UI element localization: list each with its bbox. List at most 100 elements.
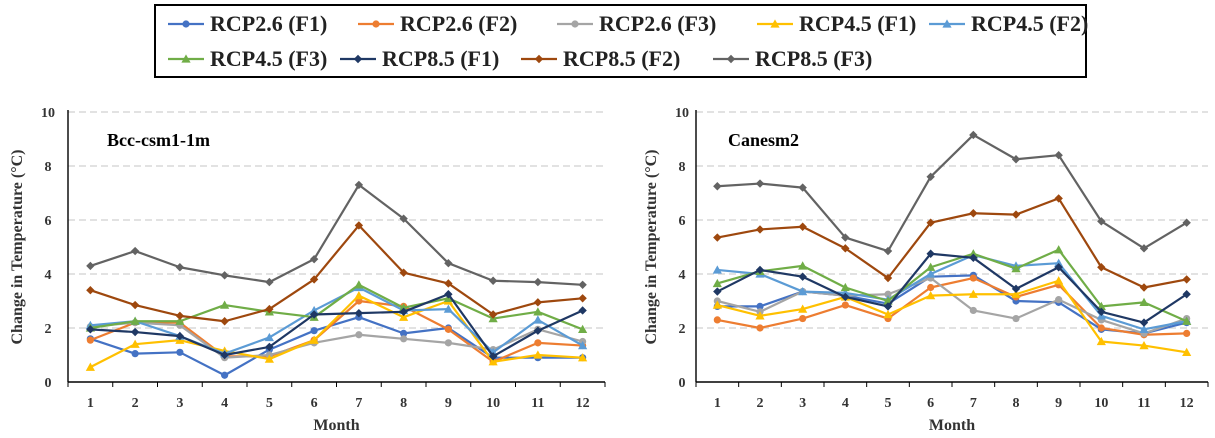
x-tick-label: 10 <box>1094 396 1108 411</box>
x-axis-label: Month <box>313 417 359 434</box>
x-tick-label: 11 <box>531 396 544 411</box>
legend-item: RCP8.5 (F3) <box>711 46 872 72</box>
data-point <box>221 371 229 379</box>
data-point <box>712 265 722 274</box>
y-tick-label: 0 <box>45 376 52 391</box>
data-point <box>1097 217 1106 226</box>
data-point <box>175 311 185 321</box>
x-tick-label: 3 <box>176 396 183 411</box>
data-point <box>969 274 977 282</box>
data-point <box>798 286 808 296</box>
data-point <box>175 316 185 325</box>
y-tick-label: 10 <box>675 106 689 121</box>
data-point <box>578 280 587 289</box>
data-point <box>969 306 977 315</box>
data-point <box>309 305 319 315</box>
legend: RCP2.6 (F1) RCP2.6 (F2) RCP2.6 (F3) RCP4.5 … <box>154 4 1089 78</box>
data-point <box>883 302 893 311</box>
data-point <box>578 294 587 303</box>
data-point <box>399 268 408 277</box>
data-point <box>220 300 230 309</box>
data-point <box>713 182 722 191</box>
x-tick-label: 10 <box>486 396 500 411</box>
series-rcp8-5-f3 <box>713 130 1191 256</box>
y-tick-label: 2 <box>679 322 686 337</box>
legend-label: RCP4.5 (F3) <box>210 46 328 71</box>
legend-item: RCP4.5 (F3) <box>166 46 327 72</box>
legend-item: RCP8.5 (F2) <box>519 46 680 72</box>
data-point <box>755 179 765 188</box>
data-point <box>884 290 892 298</box>
data-point <box>444 339 452 347</box>
y-axis-label: Change in Temperature (°C) <box>643 150 660 345</box>
data-point <box>798 304 808 313</box>
data-point <box>130 246 140 256</box>
data-point <box>176 348 184 356</box>
x-tick-label: 8 <box>400 396 407 411</box>
legend-label: RCP4.5 (F2) <box>971 11 1089 36</box>
data-point <box>309 275 319 284</box>
chart-title: Canesm2 <box>728 130 799 150</box>
series-line <box>90 293 584 358</box>
legend-swatch <box>557 20 593 28</box>
data-point <box>1011 155 1021 164</box>
data-point <box>1097 307 1106 316</box>
legend-swatch <box>358 20 394 28</box>
series-rcp4-5-f1 <box>85 291 588 371</box>
series-line <box>90 224 583 323</box>
x-tick-label: 9 <box>1055 396 1062 411</box>
data-point <box>840 282 850 292</box>
series-rcp8-5-f1 <box>86 290 587 361</box>
data-point <box>968 249 978 258</box>
data-point <box>488 357 498 366</box>
data-point <box>883 273 893 283</box>
legend-swatch <box>929 19 965 28</box>
data-point <box>1012 314 1020 323</box>
data-point <box>799 314 807 323</box>
data-point <box>399 312 409 321</box>
y-tick-label: 8 <box>679 160 686 175</box>
x-tick-label: 12 <box>576 396 590 411</box>
legend-item: RCP2.6 (F3) <box>555 11 716 37</box>
series-rcp8-5-f3 <box>86 180 587 289</box>
x-tick-label: 6 <box>311 396 318 411</box>
data-point <box>309 254 319 264</box>
series-rcp8-5-f2 <box>713 194 1191 292</box>
data-point <box>265 342 274 352</box>
data-point <box>1096 336 1106 346</box>
x-tick-label: 1 <box>87 396 94 411</box>
data-point <box>1139 297 1149 307</box>
legend-marker <box>942 19 952 28</box>
data-point <box>1011 264 1021 273</box>
legend-label: RCP8.5 (F3) <box>755 46 873 71</box>
data-point <box>712 300 722 309</box>
data-point <box>713 316 721 324</box>
legend-swatch <box>340 54 376 64</box>
data-point <box>1139 340 1149 350</box>
data-point <box>927 283 935 292</box>
y-tick-label: 4 <box>679 268 686 283</box>
series-line <box>90 183 583 286</box>
data-point <box>1097 324 1105 332</box>
data-point <box>1054 263 1063 272</box>
legend-marker <box>726 54 736 64</box>
data-point <box>755 265 765 275</box>
y-tick-label: 10 <box>41 106 55 121</box>
data-point <box>130 316 140 325</box>
data-point <box>578 306 587 315</box>
legend-marker <box>181 54 191 63</box>
series-rcp4-5-f2 <box>712 250 1192 334</box>
legend-swatch <box>757 19 793 28</box>
data-point <box>841 292 850 302</box>
data-point <box>354 180 364 190</box>
data-point <box>578 324 588 334</box>
data-point <box>713 233 722 242</box>
x-tick-label: 12 <box>1180 396 1194 411</box>
data-point <box>1054 276 1064 285</box>
data-point <box>444 259 453 268</box>
data-point <box>798 261 808 270</box>
data-point <box>220 350 229 360</box>
x-tick-label: 8 <box>1013 396 1020 411</box>
series-rcp2-6-f2 <box>86 297 587 366</box>
